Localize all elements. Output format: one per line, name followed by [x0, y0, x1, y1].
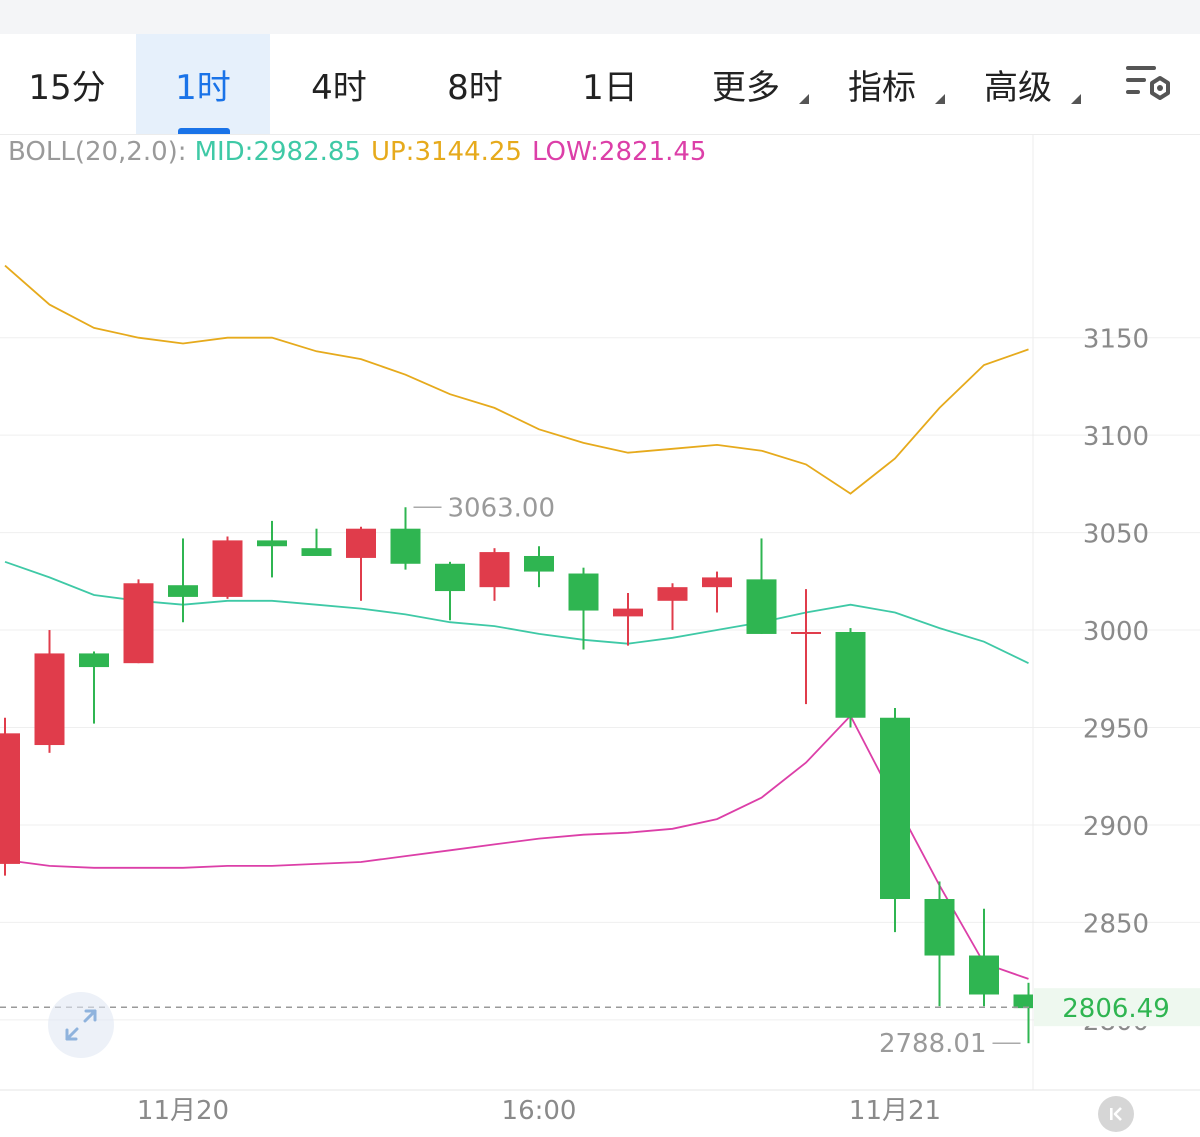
candle-body [346, 528, 376, 558]
tab-label: 更多 [712, 67, 780, 108]
candle-body [79, 653, 109, 668]
low-marker-label: 2788.01 [879, 1029, 987, 1059]
candle-body [168, 585, 198, 597]
boll-mid-value: MID:2982.85 [194, 137, 361, 167]
candle-body [746, 579, 777, 634]
tab-label: 1日 [582, 67, 638, 108]
candle-body [0, 733, 20, 864]
x-tick-label: 16:00 [502, 1096, 577, 1126]
y-tick-label: 3000 [1083, 617, 1149, 647]
candle-body [924, 899, 955, 956]
tab-4h[interactable]: 4时 [272, 34, 406, 134]
candle-body [969, 955, 999, 995]
boll-up-value: UP:3144.25 [370, 137, 522, 167]
tab-more[interactable]: 更多 [679, 34, 813, 134]
tab-15min[interactable]: 15分 [0, 34, 134, 134]
candle-body [435, 563, 465, 592]
tab-label: 8时 [447, 67, 503, 108]
candle-body [301, 548, 332, 556]
candle-body [657, 587, 688, 601]
candle-body [212, 540, 243, 597]
tab-label: 指标 [848, 67, 916, 108]
y-tick-label: 3150 [1083, 325, 1149, 355]
tab-1h[interactable]: 1时 [136, 34, 270, 134]
dropdown-corner-icon [1071, 94, 1081, 104]
candle-body [568, 573, 599, 611]
y-tick-label: 3100 [1083, 422, 1149, 452]
tab-8h[interactable]: 8时 [408, 34, 542, 134]
tab-1d[interactable]: 1日 [543, 34, 677, 134]
active-tab-indicator [178, 128, 230, 134]
dropdown-corner-icon [799, 94, 809, 104]
tab-indicators[interactable]: 指标 [815, 34, 949, 134]
toolbar-divider [0, 134, 1200, 135]
candle-body [34, 653, 65, 746]
timeframe-toolbar: 15分 1时 4时 8时 1日 更多 指标 高级 [0, 34, 1200, 134]
tab-advanced[interactable]: 高级 [951, 34, 1085, 134]
candle-body [479, 552, 510, 588]
boll-legend: BOLL(20,2.0): MID:2982.85 UP:3144.25 LOW:28… [8, 137, 706, 167]
candle-body [702, 577, 732, 588]
candle-body [1013, 994, 1033, 1009]
scroll-to-latest-button[interactable] [1098, 1096, 1134, 1132]
y-tick-label: 2900 [1083, 812, 1149, 842]
y-tick-label: 2850 [1083, 909, 1149, 939]
candle-body [613, 608, 643, 617]
scroll-to-latest-icon [1110, 1107, 1122, 1121]
chart-settings-button[interactable] [1100, 34, 1200, 134]
candle-body [524, 555, 554, 572]
boll-up-line [4, 264, 1029, 495]
candle-body [880, 717, 910, 899]
x-tick-label: 11月20 [137, 1096, 229, 1126]
candle-body [791, 631, 821, 634]
candle-body [390, 528, 421, 564]
high-marker-label: 3063.00 [448, 493, 556, 523]
x-tick-label: 11月21 [849, 1096, 941, 1126]
top-strip [0, 0, 1200, 34]
expand-arrows-icon [65, 1009, 97, 1041]
candle-body [257, 540, 287, 547]
tab-label: 1时 [175, 67, 231, 108]
candles-group [0, 507, 1033, 1044]
candle-body [123, 583, 154, 664]
y-tick-label: 3050 [1083, 520, 1149, 550]
candle-body [835, 631, 866, 718]
y-tick-label: 2950 [1083, 714, 1149, 744]
boll-low-value: LOW:2821.45 [531, 137, 707, 167]
boll-mid-line [4, 560, 1029, 665]
boll-name: BOLL(20,2.0): [8, 137, 187, 167]
boll-low-line [4, 714, 1029, 980]
chart-settings-icon [1126, 66, 1170, 100]
last-price-badge [1034, 988, 1200, 1027]
tab-label: 高级 [984, 67, 1052, 108]
expand-chart-button[interactable] [48, 992, 114, 1058]
last-price-label: 2806.49 [1062, 994, 1170, 1024]
tab-label: 4时 [311, 67, 367, 108]
tab-label: 15分 [28, 67, 106, 108]
dropdown-corner-icon [935, 94, 945, 104]
